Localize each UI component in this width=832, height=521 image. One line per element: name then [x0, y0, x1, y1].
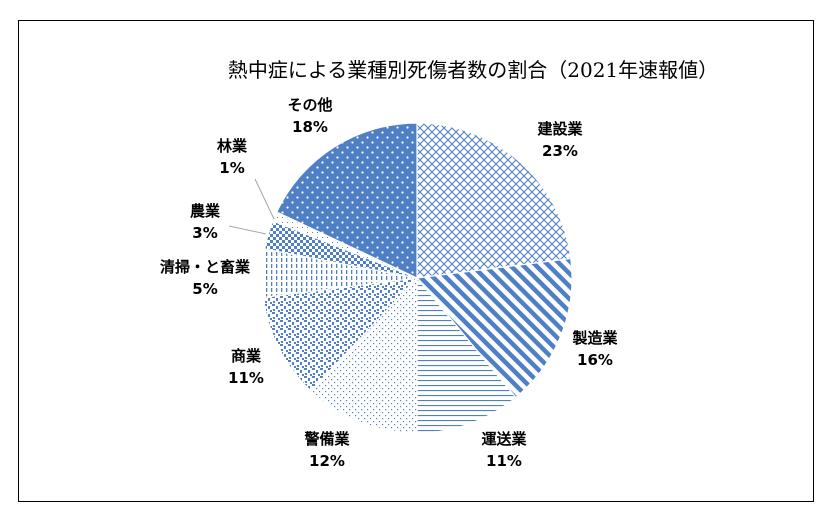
slice-name-label: 清掃・と畜業 — [160, 258, 251, 276]
slice-name-label: 運送業 — [481, 430, 527, 448]
slice-name-label: 建設業 — [537, 120, 583, 138]
pie-slice-4 — [310, 276, 418, 434]
leader-line — [228, 225, 267, 235]
pie-slice-5 — [262, 277, 419, 392]
pie-slices — [261, 122, 573, 434]
slice-percent-label: 23% — [542, 142, 578, 160]
slice-percent-label: 11% — [486, 452, 522, 470]
leader-line — [254, 178, 275, 220]
slice-percent-label: 12% — [309, 452, 345, 470]
slice-percent-label: 11% — [228, 369, 264, 387]
slice-labels: 建設業 23% 製造業 16% 運送業 11% 警備業 12% 商業 11% 清掃・と畜業 5% 農業 3… — [160, 96, 619, 470]
pie-slice-2 — [415, 257, 573, 399]
slice-percent-label: 18% — [292, 118, 328, 136]
slice-name-label: 製造業 — [571, 329, 618, 347]
pie-slice-1 — [416, 122, 572, 279]
slice-name-label: 商業 — [231, 347, 262, 365]
slice-name-label: 警備業 — [303, 430, 350, 448]
slice-percent-label: 1% — [219, 159, 244, 177]
slice-percent-label: 5% — [192, 280, 217, 298]
pie-slice-3 — [416, 276, 517, 434]
slice-name-label: 林業 — [217, 137, 248, 155]
slice-percent-label: 3% — [192, 224, 217, 242]
slice-percent-label: 16% — [577, 351, 613, 369]
leader-lines — [228, 178, 275, 235]
pie-slice-9 — [275, 122, 418, 279]
chart-title: 熱中症による業種別死傷者数の割合（2021年速報値） — [228, 58, 718, 82]
slice-name-label: その他 — [287, 96, 332, 114]
slice-name-label: 農業 — [190, 202, 221, 220]
